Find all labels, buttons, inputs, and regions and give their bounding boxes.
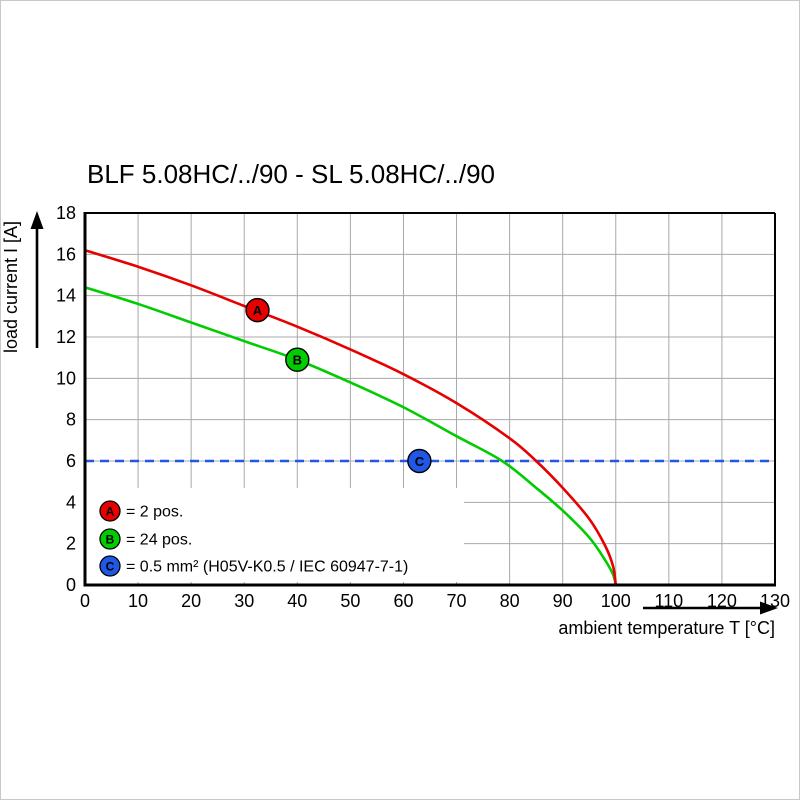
x-tick-label: 20 (181, 591, 201, 611)
y-tick-label: 10 (56, 368, 76, 388)
x-tick-label: 120 (707, 591, 737, 611)
y-tick-label: 14 (56, 286, 76, 306)
legend-marker-B-letter: B (106, 533, 115, 547)
marker-B-circle (285, 347, 310, 372)
y-axis-arrow-icon (30, 211, 44, 229)
legend-marker-C-letter: C (106, 560, 115, 574)
chart-title: BLF 5.08HC/../90 - SL 5.08HC/../90 (87, 159, 496, 189)
marker-C-circle (407, 448, 432, 474)
legend-background (86, 488, 464, 582)
y-tick-label: 18 (56, 203, 76, 223)
x-tick-label: 80 (500, 591, 520, 611)
y-tick-label: 6 (66, 451, 76, 471)
legend-label-B: = 24 pos. (126, 532, 192, 549)
x-tick-label: 0 (80, 591, 90, 611)
marker-C-letter: C (415, 454, 425, 469)
curve-A (84, 248, 618, 586)
y-tick-label: 8 (66, 410, 76, 430)
y-tick-label: 0 (66, 575, 76, 595)
y-tick-label: 2 (66, 534, 76, 554)
legend-label-A: = 2 pos. (126, 504, 183, 521)
curve-B (84, 286, 618, 586)
x-tick-label: 60 (393, 591, 413, 611)
x-tick-label: 40 (287, 591, 307, 611)
x-axis-arrow-icon (760, 601, 778, 615)
marker-A-letter: A (253, 303, 263, 318)
legend-marker-B-circle (99, 528, 121, 550)
y-tick-label: 4 (66, 492, 76, 512)
legend-marker-C-circle (99, 555, 121, 577)
y-axis-label: load current I [A] (1, 221, 21, 353)
legend-label-C: = 0.5 mm² (H05V-K0.5 / IEC 60947-7-1) (126, 559, 408, 576)
x-tick-label: 110 (654, 591, 683, 611)
x-tick-label: 100 (601, 591, 631, 611)
marker-A-circle (245, 297, 270, 323)
marker-B-letter: B (293, 353, 302, 368)
y-tick-label: 16 (56, 244, 76, 264)
legend-marker-A-circle (99, 500, 121, 522)
x-tick-label: 90 (553, 591, 573, 611)
y-tick-label: 12 (56, 327, 76, 347)
legend-marker-A-letter: A (106, 505, 115, 519)
x-tick-label: 10 (128, 591, 148, 611)
x-tick-label: 50 (340, 591, 360, 611)
x-tick-label: 70 (447, 591, 467, 611)
x-axis-label: ambient temperature T [°C] (558, 618, 775, 638)
x-tick-label: 30 (234, 591, 254, 611)
